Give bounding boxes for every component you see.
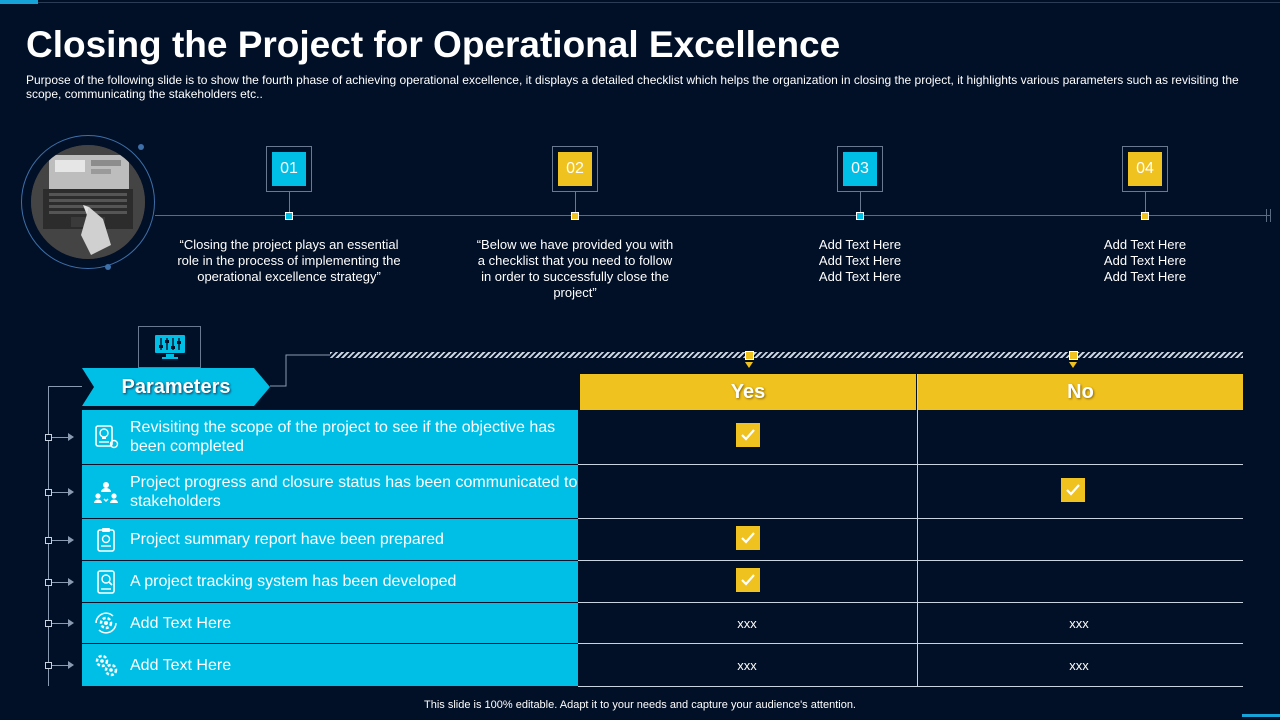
connector-line [270, 354, 330, 387]
step-stem [289, 192, 290, 212]
monitor-settings-icon [154, 335, 185, 359]
row-arrow-head [68, 488, 74, 496]
step-number: 03 [843, 152, 877, 186]
parameter-label: Project summary report have been prepare… [130, 531, 444, 548]
top-accent-bar [0, 0, 38, 4]
monitor-settings-icon-box [138, 326, 201, 368]
yes-marker [745, 351, 754, 360]
timeline-end-tick [1270, 209, 1271, 222]
row-bullet [45, 579, 52, 586]
yes-check-icon [736, 568, 760, 592]
step-4-text: Add Text Here Add Text Here Add Text Her… [1103, 237, 1187, 284]
row-arrow-head [68, 578, 74, 586]
step-number: 01 [272, 152, 306, 186]
parameter-row: Add Text Here [82, 644, 578, 686]
parameter-row: Project summary report have been prepare… [82, 519, 578, 560]
page-title: Closing the Project for Operational Exce… [26, 24, 841, 65]
row-separator [578, 518, 1243, 519]
row-arrow-head [68, 433, 74, 441]
page-subtitle: Purpose of the following slide is to sho… [26, 73, 1239, 101]
parameter-row: A project tracking system has been devel… [82, 561, 578, 602]
yes-value: xxx [737, 616, 757, 631]
row-connector-vertical [48, 386, 49, 686]
row-bullet [45, 434, 52, 441]
step-1-text: “Closing the project plays an essential … [177, 237, 401, 284]
no-marker [1069, 351, 1078, 360]
step-number: 02 [558, 152, 592, 186]
row-bullet [45, 489, 52, 496]
parameter-row: Add Text Here [82, 603, 578, 643]
hatched-bar [330, 352, 1243, 358]
footer-note: This slide is 100% editable. Adapt it to… [424, 699, 856, 711]
step-dot [571, 212, 579, 220]
row-separator [578, 464, 1243, 465]
row-separator [578, 560, 1243, 561]
row-separator [578, 602, 1243, 603]
step-4-box: 04 [1122, 146, 1168, 192]
row-arrow-line [52, 623, 72, 624]
photo-ring [21, 135, 155, 269]
row-arrow-head [68, 661, 74, 669]
step-3-box: 03 [837, 146, 883, 192]
no-value: xxx [1069, 616, 1089, 631]
timeline-end-tick [1266, 209, 1267, 222]
row-arrow-line [52, 437, 72, 438]
parameter-label: A project tracking system has been devel… [130, 573, 457, 590]
step-2-box: 02 [552, 146, 598, 192]
idea-document-icon [82, 424, 130, 450]
step-3-text: Add Text Here Add Text Here Add Text Her… [818, 237, 902, 284]
yes-check-icon [736, 526, 760, 550]
parameters-header: Parameters [121, 375, 231, 398]
tracking-icon [82, 569, 130, 595]
step-stem [1145, 192, 1146, 212]
no-header: No [918, 374, 1243, 410]
top-rule [38, 2, 1280, 3]
yes-value: xxx [737, 658, 757, 673]
ring-dot [138, 144, 144, 150]
step-1-box: 01 [266, 146, 312, 192]
parameter-label: Add Text Here [130, 656, 232, 674]
parameter-label: Add Text Here [130, 614, 232, 632]
row-arrow-line [52, 665, 72, 666]
row-separator [578, 643, 1243, 644]
row-bullet [45, 537, 52, 544]
row-connector-horizontal [48, 386, 82, 387]
parameter-label: Project progress and closure status has … [130, 473, 578, 510]
step-stem [860, 192, 861, 212]
step-stem [575, 192, 576, 212]
row-bullet [45, 620, 52, 627]
step-number: 04 [1128, 152, 1162, 186]
bottom-accent-bar [1242, 714, 1280, 717]
row-arrow-head [68, 536, 74, 544]
timeline-line [155, 215, 1270, 216]
row-arrow-line [52, 582, 72, 583]
no-value: xxx [1069, 658, 1089, 673]
column-divider [917, 374, 918, 686]
parameters-banner [82, 368, 270, 406]
row-bullet [45, 662, 52, 669]
no-check-icon [1061, 478, 1085, 502]
ring-dot [105, 264, 111, 270]
row-separator [578, 686, 1243, 687]
step-dot [1141, 212, 1149, 220]
report-icon [82, 527, 130, 553]
row-arrow-head [68, 619, 74, 627]
no-marker-arrow [1069, 362, 1077, 368]
step-dot [285, 212, 293, 220]
row-arrow-line [52, 540, 72, 541]
gear-cycle-icon [82, 610, 130, 636]
parameter-row: Revisiting the scope of the project to s… [82, 410, 578, 464]
yes-marker-arrow [745, 362, 753, 368]
laptop-photo [31, 145, 145, 259]
yes-check-icon [736, 423, 760, 447]
step-dot [856, 212, 864, 220]
step-2-text: “Below we have provided you with a check… [476, 237, 674, 300]
stakeholders-icon [82, 479, 130, 505]
parameter-row: Project progress and closure status has … [82, 465, 578, 518]
parameter-label: Revisiting the scope of the project to s… [130, 419, 556, 455]
yes-header: Yes [580, 374, 916, 410]
gears-icon [82, 652, 130, 678]
row-arrow-line [52, 492, 72, 493]
